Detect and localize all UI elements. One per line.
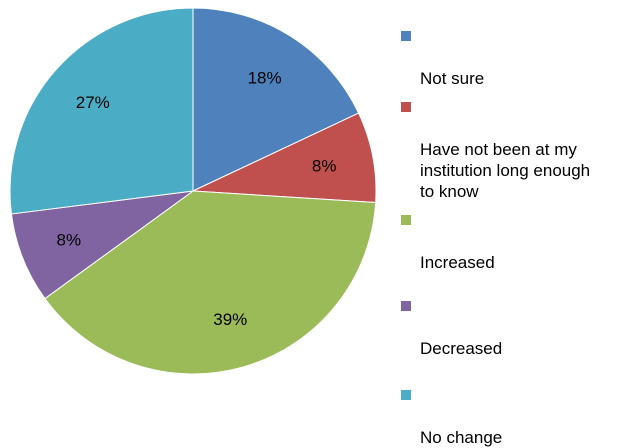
legend-swatch-not-long-enough: [401, 102, 411, 112]
pie-slice-not-long-enough: [192, 112, 377, 204]
pie-slice-no-change: [9, 7, 194, 215]
legend-item-increased: Increased: [401, 210, 615, 273]
legend-item-not-long-enough: Have not been at my institution long eno…: [401, 97, 615, 202]
legend-swatch-decreased: [401, 301, 411, 311]
pie-data-labels: 18% 8% 39% 8% 27%: [57, 69, 337, 329]
legend-item-not-sure: Not sure: [401, 26, 615, 89]
legend-label-not-long-enough: Have not been at my institution long eno…: [420, 140, 591, 201]
pie-slices: [9, 7, 377, 375]
data-label-no-change: 27%: [76, 93, 110, 112]
legend-swatch-increased: [401, 215, 411, 225]
legend-label-increased: Increased: [420, 253, 495, 272]
data-label-not-sure: 18%: [248, 69, 282, 88]
legend-item-no-change: No change: [401, 385, 615, 448]
legend-swatch-not-sure: [401, 31, 411, 41]
pie-slice-increased: [44, 190, 377, 375]
legend: Not sure Have not been at my institution…: [401, 26, 615, 448]
legend-label-no-change: No change: [420, 428, 503, 447]
data-label-increased: 39%: [213, 310, 247, 329]
pie-chart: 18% 8% 39% 8% 27%: [9, 7, 377, 375]
data-label-decreased: 8%: [57, 231, 82, 250]
pie-slice-decreased: [10, 190, 194, 300]
data-label-not-long-enough: 8%: [312, 156, 337, 175]
pie-slice-not-sure: [192, 7, 360, 192]
legend-label-decreased: Decreased: [420, 339, 503, 358]
legend-swatch-no-change: [401, 390, 411, 400]
legend-item-decreased: Decreased: [401, 296, 615, 359]
legend-label-not-sure: Not sure: [420, 69, 485, 88]
